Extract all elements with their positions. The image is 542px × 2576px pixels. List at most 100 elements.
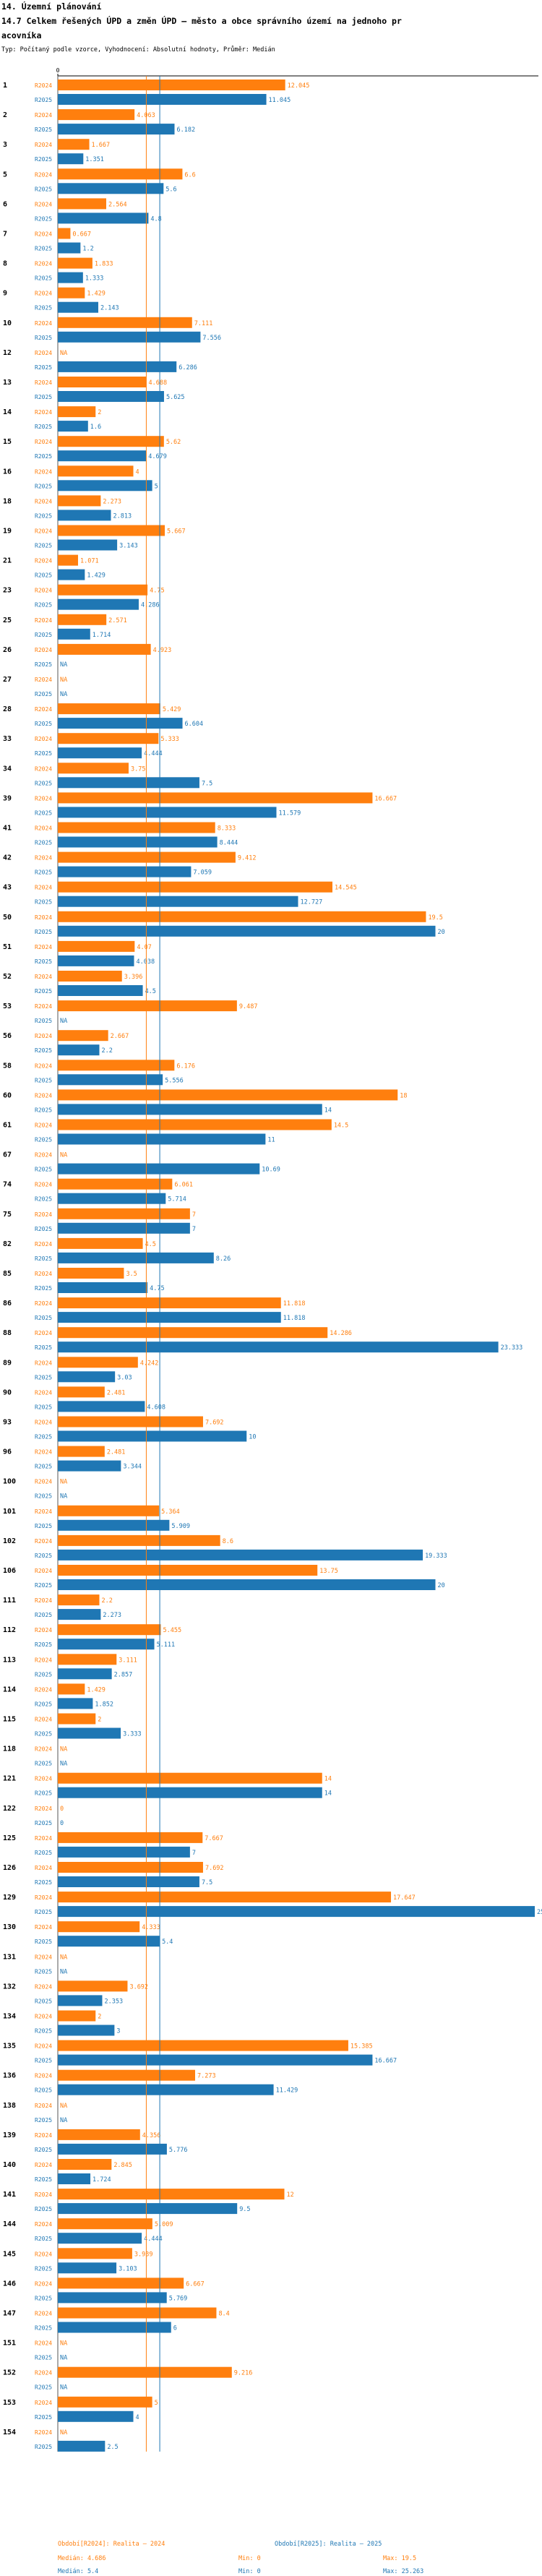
- bar-r2025: [58, 1401, 145, 1412]
- series-label-r2024: R2024: [35, 1182, 52, 1188]
- series-label-r2024: R2024: [35, 914, 52, 921]
- value-label-r2025: 12.727: [300, 899, 322, 906]
- series-label-r2024: R2024: [35, 291, 52, 297]
- bar-r2025: [58, 836, 218, 848]
- category-label: 96: [3, 1448, 12, 1456]
- bar-r2024: [58, 2069, 196, 2081]
- bar-r2024: [58, 139, 90, 150]
- bar-r2024: [58, 614, 107, 625]
- value-label-r2025: 4.75: [150, 1285, 164, 1292]
- series-label-r2025: R2025: [35, 1196, 52, 1203]
- value-label-r2025: 1.714: [93, 632, 111, 639]
- series-label-r2024: R2024: [35, 2280, 52, 2287]
- series-label-r2024: R2024: [35, 409, 52, 416]
- bar-r2024: [58, 1594, 100, 1606]
- series-label-r2024: R2024: [35, 677, 52, 683]
- bar-r2024: [58, 2159, 112, 2170]
- legend-r2025-max: Max: 25.263: [383, 2568, 424, 2575]
- value-label-r2025: NA: [60, 661, 67, 669]
- series-label-r2025: R2025: [35, 453, 52, 460]
- category-label: 85: [3, 1270, 12, 1278]
- series-label-r2024: R2024: [35, 588, 52, 594]
- series-label-r2024: R2024: [35, 528, 52, 535]
- value-label-r2024: 19.5: [428, 914, 442, 922]
- bar-r2024: [58, 2248, 132, 2259]
- category-label: 100: [3, 1478, 16, 1486]
- value-label-r2024: 12.045: [288, 82, 310, 90]
- bar-r2025: [58, 301, 98, 313]
- category-label: 152: [3, 2369, 16, 2377]
- series-label-r2025: R2025: [35, 394, 52, 400]
- value-label-r2025: NA: [60, 691, 67, 698]
- category-label: 134: [3, 2013, 16, 2021]
- series-label-r2024: R2024: [35, 1954, 52, 1960]
- series-label-r2024: R2024: [35, 1122, 52, 1129]
- bar-r2025: [58, 361, 177, 372]
- bar-r2024: [58, 1119, 332, 1130]
- value-label-r2025: 4.444: [144, 2236, 163, 2243]
- value-label-r2025: 3.333: [123, 1731, 142, 1738]
- series-label-r2025: R2025: [35, 1107, 52, 1113]
- series-label-r2025: R2025: [35, 1731, 52, 1738]
- value-label-r2024: 11.818: [283, 1300, 306, 1308]
- bar-r2024: [58, 971, 122, 982]
- value-label-r2025: 6.182: [177, 126, 196, 134]
- value-label-r2025: 20: [438, 1582, 445, 1589]
- series-label-r2025: R2025: [35, 602, 52, 609]
- series-label-r2024: R2024: [35, 142, 52, 148]
- bar-r2025: [58, 955, 134, 966]
- series-label-r2025: R2025: [35, 1137, 52, 1143]
- series-label-r2024: R2024: [35, 1389, 52, 1396]
- bar-r2025: [58, 569, 85, 580]
- value-label-r2024: 6.6: [184, 171, 195, 179]
- category-label: 140: [3, 2161, 16, 2169]
- value-label-r2024: 2.845: [113, 2162, 132, 2169]
- series-label-r2024: R2024: [35, 1924, 52, 1931]
- value-label-r2024: 0.667: [72, 231, 91, 239]
- bar-r2025: [58, 2143, 167, 2155]
- bar-r2024: [58, 2218, 152, 2230]
- bar-r2025: [58, 1519, 170, 1531]
- value-label-r2024: 3.692: [129, 1983, 148, 1991]
- bar-r2024: [58, 1683, 85, 1695]
- series-label-r2025: R2025: [35, 483, 52, 489]
- category-label: 56: [3, 1032, 12, 1040]
- bar-r2025: [58, 1787, 322, 1798]
- value-label-r2025: 11: [267, 1137, 275, 1144]
- series-label-r2025: R2025: [35, 988, 52, 995]
- category-label: 132: [3, 1983, 16, 1991]
- value-label-r2024: 7.111: [194, 320, 213, 327]
- series-label-r2024: R2024: [35, 1271, 52, 1277]
- bar-r2025: [58, 2025, 115, 2036]
- series-label-r2024: R2024: [35, 706, 52, 713]
- value-label-r2024: 4.356: [142, 2132, 161, 2139]
- value-label-r2024: 5.62: [166, 439, 181, 446]
- series-label-r2025: R2025: [35, 750, 52, 757]
- value-label-r2024: 6.061: [174, 1182, 193, 1189]
- bar-r2024: [58, 2010, 96, 2022]
- bar-r2024: [58, 1446, 105, 1457]
- bar-r2025: [58, 153, 84, 165]
- series-label-r2024: R2024: [35, 1627, 52, 1633]
- category-label: 153: [3, 2399, 16, 2407]
- series-label-r2024: R2024: [35, 320, 52, 327]
- bar-r2025: [58, 896, 298, 907]
- category-label: 102: [3, 1537, 16, 1545]
- value-label-r2024: 2: [98, 1717, 101, 1724]
- value-label-r2024: 1.833: [95, 261, 113, 268]
- series-label-r2025: R2025: [35, 424, 52, 430]
- bar-r2024: [58, 703, 160, 715]
- value-label-r2025: 10.69: [262, 1167, 280, 1174]
- value-label-r2024: 1.071: [80, 558, 99, 565]
- value-label-r2025: 4.679: [148, 453, 167, 460]
- series-label-r2025: R2025: [35, 543, 52, 549]
- series-label-r2024: R2024: [35, 82, 52, 89]
- bar-r2024: [58, 822, 215, 833]
- bar-r2024: [58, 584, 148, 596]
- value-label-r2025: 7: [192, 1226, 196, 1233]
- value-label-r2025: 3.103: [119, 2265, 137, 2272]
- category-label: 52: [3, 973, 12, 981]
- series-label-r2024: R2024: [35, 2162, 52, 2168]
- category-label: 121: [3, 1775, 16, 1783]
- series-label-r2025: R2025: [35, 1226, 52, 1232]
